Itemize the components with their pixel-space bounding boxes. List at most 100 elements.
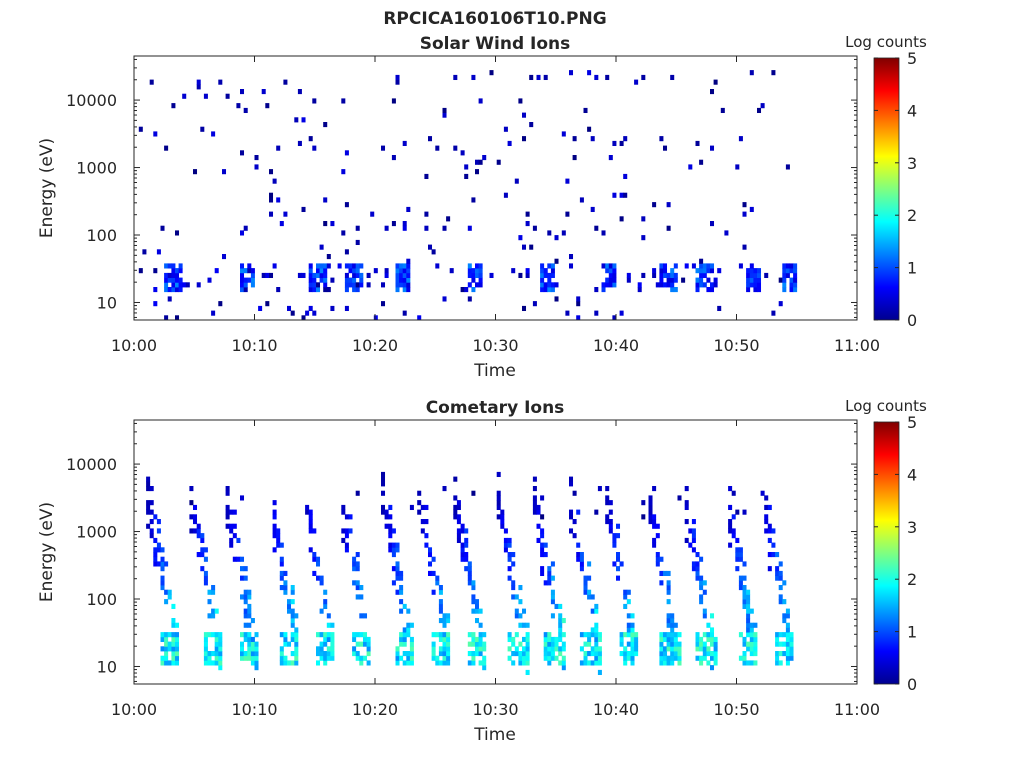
spectrogram-cell <box>684 263 689 269</box>
spectrogram-cell <box>543 636 548 643</box>
spectrogram-cell <box>203 547 208 553</box>
spectrogram-cell <box>442 622 447 628</box>
spectrogram-cell <box>294 641 299 647</box>
spectrogram-cell <box>225 514 230 520</box>
spectrogram-cell <box>330 305 335 312</box>
spectrogram-cell <box>496 471 501 478</box>
spectrogram-cell <box>406 272 411 279</box>
spectrogram-cell <box>366 272 371 279</box>
spectrogram-cell <box>395 263 400 269</box>
spectrogram-cell <box>171 660 176 666</box>
spectrogram-cell <box>511 651 516 657</box>
spectrogram-cell <box>753 622 758 628</box>
spectrogram-cell <box>442 225 447 231</box>
spectrogram-cell <box>207 660 212 666</box>
spectrogram-cell <box>182 93 187 99</box>
spectrogram-cell <box>572 490 577 496</box>
spectrogram-cell <box>475 608 480 614</box>
spectrogram-cell <box>659 660 664 666</box>
spectrogram-cell <box>612 277 617 283</box>
spectrogram-cell <box>149 500 154 506</box>
spectrogram-cell <box>579 566 584 572</box>
panel-title: Cometary Ions <box>426 398 565 418</box>
spectrogram-cell <box>576 315 581 321</box>
spectrogram-cell <box>608 272 613 279</box>
spectrogram-cell <box>710 89 715 95</box>
y-axis-label: Energy (eV) <box>37 138 57 238</box>
spectrogram-cell <box>478 263 483 269</box>
spectrogram-cell <box>164 287 169 293</box>
spectrogram-cell <box>641 272 646 279</box>
spectrogram-cell <box>652 523 657 529</box>
spectrogram-cell <box>634 636 639 643</box>
spectrogram-cell <box>391 566 396 572</box>
spectrogram-cell <box>478 622 483 628</box>
spectrogram-cell <box>453 74 458 81</box>
spectrogram-cell <box>330 641 335 647</box>
spectrogram-cell <box>608 509 613 515</box>
spectrogram-cell <box>308 547 313 553</box>
spectrogram-cell <box>612 561 617 567</box>
spectrogram-cell <box>543 552 548 558</box>
spectrogram-cell <box>511 585 516 591</box>
spectrogram-cell <box>297 140 302 147</box>
spectrogram-cell <box>146 523 151 529</box>
spectrogram-cell <box>446 646 451 652</box>
spectrogram-cell <box>724 230 729 236</box>
spectrogram-cell <box>670 627 675 633</box>
spectrogram-cell <box>785 636 790 643</box>
spectrogram-cell <box>395 651 400 657</box>
spectrogram-cell <box>641 235 646 241</box>
spectrogram-cell <box>471 585 476 591</box>
spectrogram-cell <box>547 575 552 581</box>
spectrogram-cell <box>478 159 483 165</box>
spectrogram-cell <box>525 636 530 643</box>
spectrogram-cell <box>384 509 389 515</box>
spectrogram-cell <box>355 651 360 657</box>
spectrogram-cell <box>550 268 555 274</box>
spectrogram-cell <box>778 641 783 647</box>
spectrogram-cell <box>775 552 780 558</box>
spectrogram-cell <box>471 655 476 661</box>
spectrogram-cell <box>616 523 621 529</box>
spectrogram-cell <box>529 74 534 81</box>
spectrogram-cell <box>663 145 668 151</box>
spectrogram-cell <box>449 268 454 274</box>
spectrogram-cell <box>391 155 396 161</box>
x-tick-label: 10:20 <box>352 336 398 355</box>
spectrogram-cell <box>232 533 237 539</box>
spectrogram-cell <box>229 509 234 515</box>
spectrogram-cell <box>587 589 592 595</box>
spectrogram-cell <box>785 268 790 274</box>
spectrogram-cell <box>355 263 360 269</box>
spectrogram-cell <box>406 258 411 264</box>
spectrogram-cell <box>363 613 368 619</box>
solar-wind-panel: Solar Wind Ions 10:00 10:10 10:20 10:30 10:4… <box>37 33 927 381</box>
spectrogram-cell <box>587 641 592 647</box>
spectrogram-cell <box>167 277 172 283</box>
spectrogram-cell <box>406 282 411 288</box>
spectrogram-cell <box>587 651 592 657</box>
spectrogram-cell <box>247 636 252 643</box>
spectrogram-cell <box>142 249 147 255</box>
spectrogram-cell <box>164 651 169 657</box>
spectrogram-cell <box>569 509 574 515</box>
spectrogram-cell <box>634 79 639 85</box>
spectrogram-cell <box>391 547 396 553</box>
spectrogram-cell <box>594 641 599 647</box>
spectrogram-cell <box>735 566 740 572</box>
spectrogram-cell <box>706 277 711 283</box>
spectrogram-cell <box>757 268 762 274</box>
spectrogram-cell <box>243 608 248 614</box>
spectrogram-cell <box>290 660 295 666</box>
spectrogram-cell <box>782 651 787 657</box>
spectrogram-cell <box>695 575 700 581</box>
spectrogram-cell <box>514 651 519 657</box>
spectrogram-cell <box>699 641 704 647</box>
spectrogram-cell <box>753 277 758 283</box>
spectrogram-cell <box>778 277 783 283</box>
spectrogram-cell <box>659 580 664 586</box>
spectrogram-cell <box>438 585 443 591</box>
spectrogram-cell <box>471 197 476 203</box>
